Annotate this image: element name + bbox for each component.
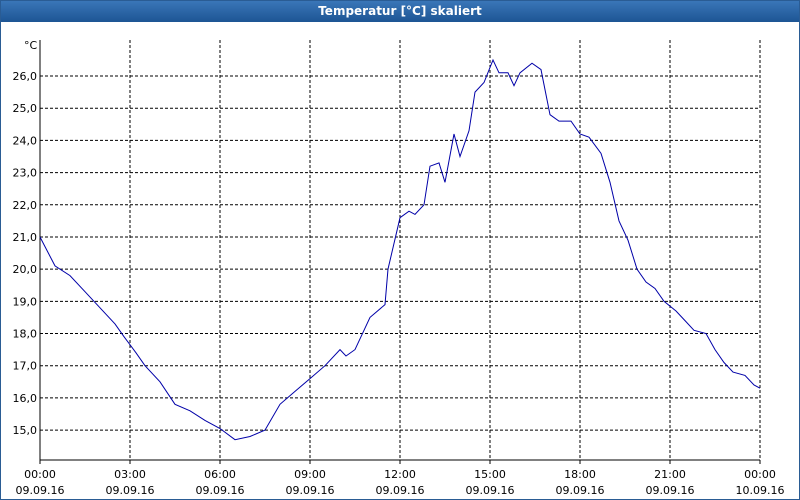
x-tick-label: 09:00 [294, 468, 326, 481]
x-tick-label: 12:00 [384, 468, 416, 481]
x-tick-date: 09.09.16 [16, 484, 65, 497]
x-tick-date: 09.09.16 [286, 484, 335, 497]
x-tick-date: 09.09.16 [106, 484, 155, 497]
y-tick-label: 24,0 [13, 134, 38, 147]
x-tick-date: 09.09.16 [646, 484, 695, 497]
x-tick-label: 03:00 [114, 468, 146, 481]
y-tick-label: 23,0 [13, 167, 38, 180]
x-tick-date: 09.09.16 [556, 484, 605, 497]
y-tick-label: 25,0 [13, 102, 38, 115]
y-tick-label: 21,0 [13, 231, 38, 244]
y-tick-label: 15,0 [13, 424, 38, 437]
temperature-line [39, 58, 761, 441]
y-tick-label: 20,0 [13, 263, 38, 276]
x-tick-label: 06:00 [204, 468, 236, 481]
title-bar: Temperatur [°C] skaliert [1, 1, 799, 22]
x-tick-date: 09.09.16 [196, 484, 245, 497]
x-tick-label: 18:00 [564, 468, 596, 481]
y-tick-label: 19,0 [13, 295, 38, 308]
y-tick-label: 16,0 [13, 392, 38, 405]
x-tick-date: 10.09.16 [736, 484, 785, 497]
x-tick-label: 00:00 [24, 468, 56, 481]
x-tick-label: 00:00 [744, 468, 776, 481]
x-tick-date: 09.09.16 [376, 484, 425, 497]
x-tick-label: 21:00 [654, 468, 686, 481]
x-tick-date: 09.09.16 [466, 484, 515, 497]
y-tick-label: 18,0 [13, 328, 38, 341]
y-unit: °C [24, 39, 38, 52]
x-tick-label: 15:00 [474, 468, 506, 481]
y-tick-label: 17,0 [13, 360, 38, 373]
y-tick-label: 22,0 [13, 199, 38, 212]
y-tick-label: 26,0 [13, 70, 38, 83]
